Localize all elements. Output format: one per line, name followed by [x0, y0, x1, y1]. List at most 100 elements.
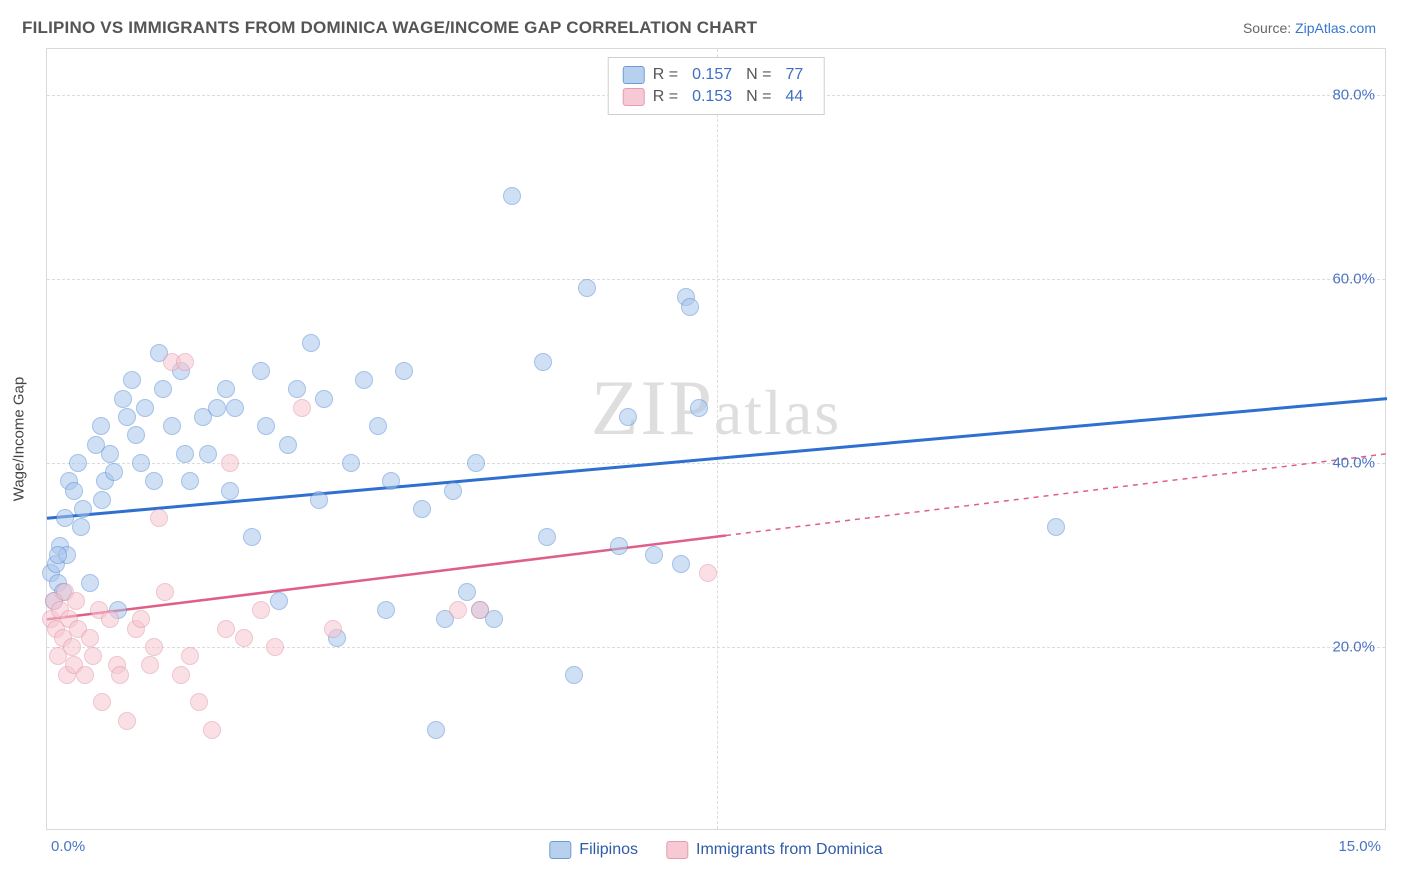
- scatter-point: [369, 417, 387, 435]
- scatter-point: [181, 472, 199, 490]
- scatter-point: [217, 380, 235, 398]
- scatter-point: [395, 362, 413, 380]
- swatch-blue: [623, 66, 645, 84]
- scatter-point: [226, 399, 244, 417]
- source-link[interactable]: ZipAtlas.com: [1295, 20, 1376, 36]
- scatter-point: [221, 482, 239, 500]
- ytick-label: 80.0%: [1332, 87, 1375, 104]
- scatter-point: [252, 601, 270, 619]
- legend-r-value-2: 0.153: [692, 88, 732, 106]
- scatter-point: [270, 592, 288, 610]
- scatter-point: [93, 693, 111, 711]
- scatter-point: [252, 362, 270, 380]
- scatter-point: [176, 445, 194, 463]
- scatter-point: [127, 426, 145, 444]
- scatter-point: [449, 601, 467, 619]
- scatter-point: [355, 371, 373, 389]
- y-axis-label: Wage/Income Gap: [11, 377, 28, 502]
- scatter-point: [67, 592, 85, 610]
- scatter-point: [235, 629, 253, 647]
- scatter-point: [503, 187, 521, 205]
- regression-line: [47, 399, 1387, 519]
- scatter-point: [145, 638, 163, 656]
- scatter-point: [203, 721, 221, 739]
- scatter-point: [92, 417, 110, 435]
- scatter-point: [1047, 518, 1065, 536]
- scatter-point: [610, 537, 628, 555]
- scatter-point: [534, 353, 552, 371]
- scatter-point: [81, 629, 99, 647]
- scatter-point: [118, 712, 136, 730]
- scatter-point: [681, 298, 699, 316]
- regression-lines: [47, 49, 1385, 829]
- legend-label: Filipinos: [579, 841, 638, 859]
- scatter-point: [565, 666, 583, 684]
- scatter-point: [145, 472, 163, 490]
- scatter-point: [578, 279, 596, 297]
- legend-r-label: R =: [653, 88, 678, 106]
- legend-n-value-1: 77: [785, 66, 803, 84]
- scatter-point: [132, 610, 150, 628]
- legend-correlation: R = 0.157 N = 77 R = 0.153 N = 44: [608, 57, 825, 115]
- scatter-point: [382, 472, 400, 490]
- scatter-point: [74, 500, 92, 518]
- scatter-point: [243, 528, 261, 546]
- scatter-point: [221, 454, 239, 472]
- scatter-point: [181, 647, 199, 665]
- legend-n-value-2: 44: [785, 88, 803, 106]
- legend-r-label: R =: [653, 66, 678, 84]
- legend-r-value-1: 0.157: [692, 66, 732, 84]
- plot-area: Wage/Income Gap ZIPatlas R = 0.157 N = 7…: [46, 48, 1386, 830]
- scatter-point: [84, 647, 102, 665]
- ytick-label: 40.0%: [1332, 455, 1375, 472]
- legend-item-dominica: Immigrants from Dominica: [666, 841, 883, 859]
- xtick-label: 15.0%: [1338, 838, 1381, 855]
- scatter-point: [427, 721, 445, 739]
- scatter-point: [324, 620, 342, 638]
- legend-series: Filipinos Immigrants from Dominica: [549, 841, 882, 859]
- scatter-point: [176, 353, 194, 371]
- swatch-blue: [549, 841, 571, 859]
- scatter-point: [76, 666, 94, 684]
- swatch-pink: [623, 88, 645, 106]
- scatter-point: [672, 555, 690, 573]
- legend-n-label: N =: [746, 66, 771, 84]
- scatter-point: [458, 583, 476, 601]
- plot-inner: ZIPatlas R = 0.157 N = 77 R = 0.153 N = …: [47, 49, 1385, 829]
- scatter-point: [63, 638, 81, 656]
- scatter-point: [172, 666, 190, 684]
- scatter-point: [619, 408, 637, 426]
- legend-n-label: N =: [746, 88, 771, 106]
- scatter-point: [315, 390, 333, 408]
- scatter-point: [217, 620, 235, 638]
- chart-title: FILIPINO VS IMMIGRANTS FROM DOMINICA WAG…: [22, 18, 757, 38]
- scatter-point: [690, 399, 708, 417]
- scatter-point: [69, 454, 87, 472]
- ytick-label: 60.0%: [1332, 271, 1375, 288]
- scatter-point: [190, 693, 208, 711]
- scatter-point: [154, 380, 172, 398]
- scatter-point: [699, 564, 717, 582]
- scatter-point: [288, 380, 306, 398]
- scatter-point: [114, 390, 132, 408]
- scatter-point: [199, 445, 217, 463]
- ytick-label: 20.0%: [1332, 639, 1375, 656]
- scatter-point: [72, 518, 90, 536]
- xtick-label: 0.0%: [51, 838, 85, 855]
- scatter-point: [342, 454, 360, 472]
- scatter-point: [208, 399, 226, 417]
- scatter-point: [471, 601, 489, 619]
- scatter-point: [266, 638, 284, 656]
- scatter-point: [257, 417, 275, 435]
- scatter-point: [118, 408, 136, 426]
- scatter-point: [310, 491, 328, 509]
- scatter-point: [150, 509, 168, 527]
- source-credit: Source: ZipAtlas.com: [1243, 20, 1376, 36]
- scatter-point: [101, 445, 119, 463]
- scatter-point: [93, 491, 111, 509]
- legend-row-dominica: R = 0.153 N = 44: [623, 86, 810, 108]
- scatter-point: [136, 399, 154, 417]
- scatter-point: [81, 574, 99, 592]
- scatter-point: [141, 656, 159, 674]
- scatter-point: [156, 583, 174, 601]
